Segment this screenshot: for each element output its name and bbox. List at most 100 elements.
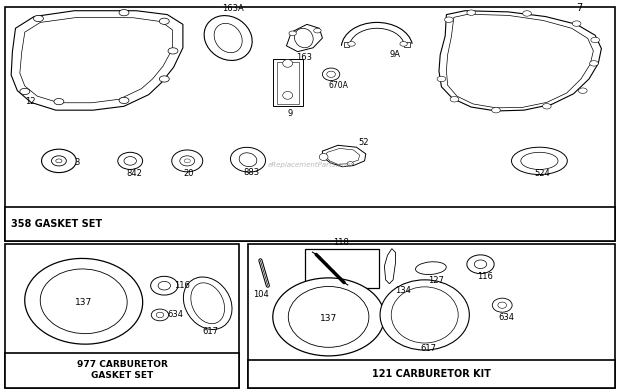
Text: 3: 3 [74, 158, 80, 167]
Text: 116: 116 [477, 272, 494, 281]
Ellipse shape [437, 76, 446, 82]
Text: 977 CARBURETOR
GASKET SET: 977 CARBURETOR GASKET SET [77, 360, 167, 380]
Ellipse shape [191, 283, 224, 324]
Ellipse shape [158, 282, 170, 290]
Ellipse shape [450, 97, 459, 102]
Ellipse shape [474, 260, 487, 269]
Bar [305, 249, 379, 288]
Text: 617: 617 [420, 344, 436, 353]
Bar [5, 206, 615, 241]
Ellipse shape [348, 41, 355, 46]
Ellipse shape [322, 68, 340, 81]
Ellipse shape [54, 99, 64, 105]
Text: eReplacementParts.com: eReplacementParts.com [267, 162, 353, 168]
Ellipse shape [445, 17, 453, 22]
Ellipse shape [578, 88, 587, 93]
Ellipse shape [492, 108, 500, 113]
Ellipse shape [591, 37, 600, 43]
Text: 163A: 163A [222, 4, 244, 13]
Text: 52: 52 [358, 138, 369, 147]
Ellipse shape [151, 309, 169, 321]
Ellipse shape [184, 277, 232, 330]
Bar [273, 59, 303, 106]
Text: 137: 137 [75, 298, 92, 307]
Text: 9A: 9A [389, 50, 401, 59]
Ellipse shape [492, 298, 512, 312]
Ellipse shape [542, 104, 551, 109]
Text: 670A: 670A [329, 81, 348, 90]
Polygon shape [325, 149, 360, 164]
Text: 617: 617 [203, 326, 219, 335]
Ellipse shape [231, 147, 265, 172]
Text: 116: 116 [174, 281, 190, 290]
Polygon shape [286, 24, 322, 52]
Text: 137: 137 [320, 314, 337, 323]
Text: 134: 134 [396, 287, 412, 296]
Ellipse shape [239, 153, 257, 167]
Ellipse shape [467, 255, 494, 274]
Ellipse shape [156, 312, 164, 317]
Text: 163: 163 [296, 53, 312, 62]
Ellipse shape [25, 258, 143, 344]
Polygon shape [344, 42, 349, 47]
Polygon shape [11, 11, 183, 110]
Bar [5, 353, 239, 388]
Ellipse shape [572, 21, 581, 26]
Text: 524: 524 [534, 169, 550, 178]
Ellipse shape [180, 156, 195, 166]
Ellipse shape [204, 16, 252, 61]
Ellipse shape [20, 88, 30, 95]
Polygon shape [384, 249, 396, 284]
Ellipse shape [391, 287, 458, 343]
Text: 9: 9 [288, 109, 293, 118]
Ellipse shape [327, 71, 335, 77]
Ellipse shape [273, 278, 384, 356]
Ellipse shape [159, 18, 169, 24]
Ellipse shape [288, 287, 369, 347]
Ellipse shape [283, 59, 293, 67]
Ellipse shape [319, 154, 328, 160]
Text: 104: 104 [253, 291, 268, 300]
Ellipse shape [51, 156, 66, 166]
Ellipse shape [498, 302, 507, 308]
Ellipse shape [214, 23, 242, 53]
Ellipse shape [294, 28, 313, 48]
Ellipse shape [289, 31, 296, 36]
Text: 883: 883 [244, 168, 260, 177]
Ellipse shape [347, 161, 353, 165]
Text: 127: 127 [428, 276, 444, 285]
Text: 12: 12 [25, 97, 35, 106]
Bar [277, 62, 299, 104]
Ellipse shape [40, 269, 127, 334]
Ellipse shape [159, 76, 169, 82]
Ellipse shape [283, 91, 293, 99]
Ellipse shape [119, 97, 129, 104]
Text: 118: 118 [333, 239, 349, 248]
Polygon shape [446, 14, 593, 108]
Ellipse shape [400, 41, 407, 46]
Polygon shape [322, 145, 366, 167]
Ellipse shape [118, 152, 143, 169]
Polygon shape [20, 17, 172, 103]
Text: 358 GASKET SET: 358 GASKET SET [11, 219, 102, 229]
Ellipse shape [512, 147, 567, 174]
Ellipse shape [151, 276, 178, 295]
Bar [248, 360, 615, 388]
Text: 634: 634 [498, 313, 515, 322]
Text: 634: 634 [167, 310, 184, 319]
Ellipse shape [523, 11, 531, 16]
Ellipse shape [467, 10, 476, 15]
Ellipse shape [124, 156, 136, 165]
Ellipse shape [590, 61, 598, 66]
Text: 7: 7 [577, 3, 583, 13]
Ellipse shape [172, 150, 203, 172]
Ellipse shape [415, 262, 446, 274]
Bar [5, 244, 239, 388]
Text: 121 CARBURETOR KIT: 121 CARBURETOR KIT [372, 369, 491, 379]
Bar [5, 7, 615, 241]
Text: 20: 20 [184, 169, 194, 178]
Ellipse shape [33, 15, 43, 22]
Text: 842: 842 [126, 169, 143, 178]
Ellipse shape [314, 28, 321, 33]
Polygon shape [439, 11, 601, 111]
